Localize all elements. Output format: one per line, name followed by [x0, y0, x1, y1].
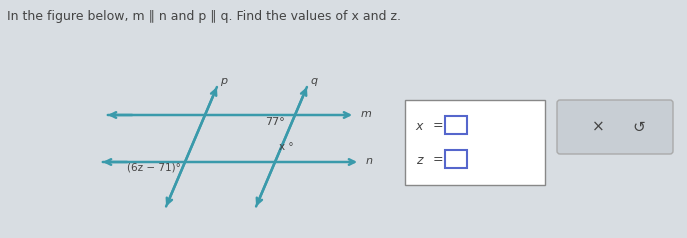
Text: z: z — [416, 154, 423, 167]
Text: In the figure below, m ∥ n and p ∥ q. Find the values of x and z.: In the figure below, m ∥ n and p ∥ q. Fi… — [7, 10, 401, 23]
FancyBboxPatch shape — [557, 100, 673, 154]
FancyBboxPatch shape — [445, 116, 467, 134]
Text: q: q — [310, 76, 317, 86]
Text: =: = — [433, 154, 444, 167]
Text: (6z − 71)°: (6z − 71)° — [127, 162, 181, 172]
Text: =: = — [433, 119, 444, 133]
FancyBboxPatch shape — [445, 150, 467, 168]
Text: m: m — [361, 109, 372, 119]
Text: n: n — [366, 156, 373, 166]
Text: ×: × — [592, 119, 605, 134]
Text: x: x — [416, 119, 423, 133]
Text: 77°: 77° — [265, 117, 284, 127]
Text: x °: x ° — [279, 142, 293, 152]
Text: p: p — [220, 76, 227, 86]
Text: ↺: ↺ — [633, 119, 646, 134]
FancyBboxPatch shape — [405, 100, 545, 185]
